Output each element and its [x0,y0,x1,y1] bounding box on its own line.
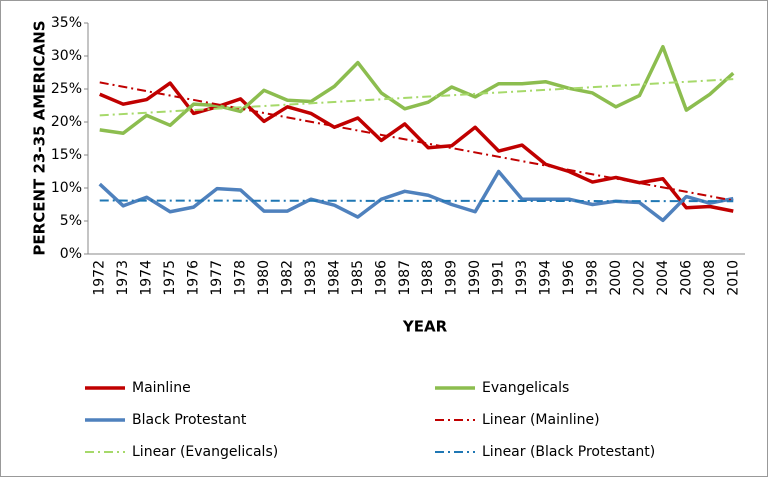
trend-line [99,78,734,117]
y-tick-label: 35% [51,15,82,31]
x-tick-label: 1986 [373,260,389,296]
x-axis-title: YEAR [402,318,448,336]
x-tick-label: 1991 [491,260,507,296]
x-tick-label: 1996 [561,260,577,296]
x-tick-label: 1976 [186,260,202,296]
x-tick-label: 1988 [420,260,436,296]
x-tick-label: 1980 [256,260,272,296]
y-tick-label: 5% [60,213,82,229]
x-tick-label: 1989 [444,260,460,296]
y-tick-label: 0% [60,246,82,262]
legend-label: Evangelicals [482,380,569,396]
y-tick-label: 10% [51,180,82,196]
x-tick-label: 1972 [92,260,108,296]
trend-line [99,81,734,202]
x-tick-label: 2010 [725,260,741,296]
x-tick-label: 1987 [397,260,413,296]
legend-label: Linear (Evangelicals) [132,444,278,460]
y-tick-label: 30% [51,48,82,64]
legend-label: Mainline [132,380,191,396]
y-tick-label: 15% [51,147,82,163]
series-line [99,45,735,135]
x-tick-label: 1993 [514,260,530,296]
y-axis-title: PERCENT 23-35 AMERICANS [31,20,49,255]
x-tick-label: 1973 [115,260,131,296]
x-tick-label: 2002 [631,260,647,296]
x-tick-label: 1978 [233,260,249,296]
x-tick-label: 1985 [350,260,366,296]
x-tick-label: 1984 [326,260,342,296]
x-tick-label: 1983 [303,260,319,296]
x-tick-label: 1977 [209,260,225,296]
x-tick-label: 1975 [162,260,178,296]
x-tick-label: 2006 [678,260,694,296]
legend-label: Black Protestant [132,412,247,428]
legend-label: Linear (Mainline) [482,412,600,428]
x-tick-label: 1982 [279,260,295,296]
x-tick-label: 2000 [608,260,624,296]
x-tick-label: 2008 [702,260,718,296]
x-tick-label: 1974 [139,260,155,296]
trend-line [99,199,734,203]
x-tick-label: 1990 [467,260,483,296]
legend-label: Linear (Black Protestant) [482,444,655,460]
x-tick-label: 1998 [584,260,600,296]
y-tick-label: 20% [51,114,82,130]
x-tick-label: 1994 [538,260,554,296]
x-tick-label: 2004 [655,260,671,296]
y-tick-label: 25% [51,81,82,97]
